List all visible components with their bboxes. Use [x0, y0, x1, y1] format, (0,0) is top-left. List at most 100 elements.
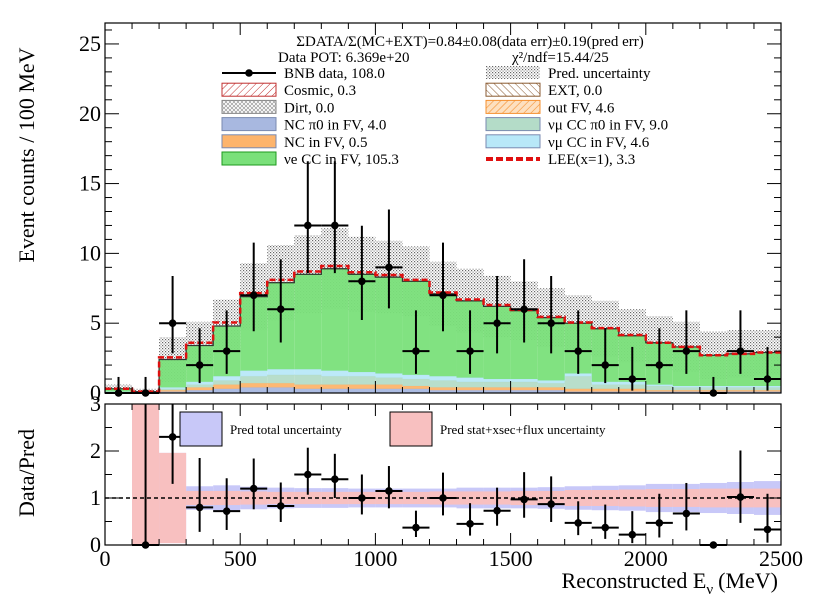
- ratio-legend-swatch: [179, 411, 223, 447]
- stack-bar: [159, 359, 187, 388]
- main-histogram-panel: 0 5 10 15 20 25: [79, 22, 782, 405]
- stack-bar: [348, 384, 376, 389]
- legend-label: NC π0 in FV, 4.0: [284, 118, 386, 134]
- stack-bar: [429, 387, 457, 391]
- stack-bar: [240, 387, 268, 393]
- stack-bar: [483, 381, 511, 388]
- ratio-point: [412, 523, 420, 532]
- legend-swatch: [221, 117, 277, 132]
- legend-label: LEE(x=1), 3.3: [548, 152, 635, 168]
- y-tick-label: 15: [79, 171, 101, 196]
- data-point: [412, 347, 420, 355]
- legend-entry: NC π0 in FV, 4.0: [221, 117, 386, 134]
- x-tick-label: 500: [224, 546, 257, 571]
- legend-swatch: [221, 99, 277, 114]
- stack-bar: [321, 388, 349, 393]
- legend-entry: Pred. uncertainty: [486, 66, 651, 82]
- legend-label: NC in FV, 0.5: [284, 135, 368, 151]
- data-point: [520, 305, 528, 314]
- stack-bar: [294, 369, 322, 375]
- data-point: [276, 305, 285, 314]
- stack-bar: [456, 381, 484, 388]
- stack-bar: [564, 376, 592, 389]
- legend-label: BNB data, 108.0: [284, 66, 385, 82]
- data-point: [195, 361, 204, 369]
- ratio-point: [385, 487, 393, 495]
- stack-bar: [429, 376, 457, 381]
- ratio-point: [628, 530, 637, 539]
- ratio-point: [249, 484, 258, 493]
- stack-bar: [348, 376, 376, 385]
- summary-title: ΣDATA/Σ(MC+EXT)=0.84±0.08(data err)±0.19…: [296, 34, 643, 50]
- stack-bar: [294, 274, 322, 370]
- stack-bar: [510, 390, 538, 393]
- stack-bar: [726, 391, 754, 393]
- ratio-panel: 0 1 2 3 0 500 1000 1500 2000 2500: [90, 391, 803, 571]
- stack-bar: [537, 383, 565, 388]
- stack-bar: [645, 391, 673, 393]
- ratio-point: [331, 475, 339, 484]
- data-point: [466, 347, 474, 355]
- data-point: [331, 221, 339, 230]
- legend-swatch: [485, 134, 541, 149]
- ratio-sys-band: [564, 490, 592, 506]
- ratio-point: [304, 470, 312, 479]
- x-tick-label: 2000: [624, 546, 668, 571]
- ratio-sys-band: [699, 488, 727, 508]
- ratio-point: [520, 495, 528, 504]
- stack-bar: [213, 376, 241, 381]
- stack-bar: [294, 388, 322, 393]
- stack-bar: [267, 383, 295, 388]
- stack-bar: [591, 391, 619, 393]
- ratio-point: [763, 525, 772, 534]
- legend-label: Cosmic, 0.3: [284, 83, 356, 99]
- stack-bar: [375, 373, 403, 378]
- legend-entry: Dirt, 0.0: [221, 99, 334, 116]
- stack-bar: [672, 390, 700, 392]
- stack-bar: [672, 391, 700, 393]
- ratio-point: [466, 520, 474, 528]
- stack-bar: [159, 391, 187, 393]
- y-tick-label: 5: [90, 310, 101, 335]
- stack-bar: [321, 376, 349, 385]
- stack-bar: [726, 386, 754, 388]
- stack-bar: [456, 387, 484, 391]
- stack-bar: [456, 377, 484, 382]
- stack-bar: [213, 380, 241, 385]
- legend-label: Dirt, 0.0: [284, 100, 334, 116]
- legend-swatch: [221, 134, 277, 149]
- ratio-point: [655, 519, 664, 527]
- legend-label: EXT, 0.0: [548, 83, 602, 99]
- stack-bar: [402, 379, 430, 387]
- ratio-y-tick-label: 2: [90, 438, 101, 463]
- stack-bar: [159, 387, 187, 389]
- x-tick-label: 1500: [489, 546, 533, 571]
- stack-bar: [510, 387, 538, 391]
- stack-bar: [510, 381, 538, 388]
- ratio-y-axis-label: Data/Pred: [14, 429, 39, 517]
- data-point: [601, 361, 610, 369]
- legend-swatch: [485, 117, 541, 132]
- legend-swatch: [221, 82, 277, 97]
- stack-bar: [564, 373, 592, 377]
- y-tick-label: 10: [79, 240, 101, 265]
- legend-swatch: [221, 151, 277, 166]
- ratio-point: [736, 493, 745, 501]
- legend-entry: νμ CC in FV, 4.6: [485, 134, 650, 151]
- ratio-point: [601, 523, 610, 532]
- stack-bar: [186, 384, 214, 388]
- ratio-legend-label: Pred stat+xsec+flux uncertainty: [440, 422, 606, 437]
- stack-bar: [240, 376, 268, 384]
- x-axis-label: Reconstructed Eν (MeV): [562, 568, 778, 598]
- ratio-point: [574, 519, 582, 527]
- legend-label: νμ CC π0 in FV, 9.0: [548, 118, 668, 134]
- stack-bar: [267, 387, 295, 393]
- data-point: [682, 347, 691, 355]
- data-point: [547, 319, 555, 327]
- stack-bar: [645, 384, 673, 387]
- stack-bar: [375, 384, 403, 389]
- stack-bar: [429, 380, 457, 388]
- stack-bar: [321, 268, 349, 371]
- stack-bar: [564, 391, 592, 393]
- data-point: [493, 319, 501, 327]
